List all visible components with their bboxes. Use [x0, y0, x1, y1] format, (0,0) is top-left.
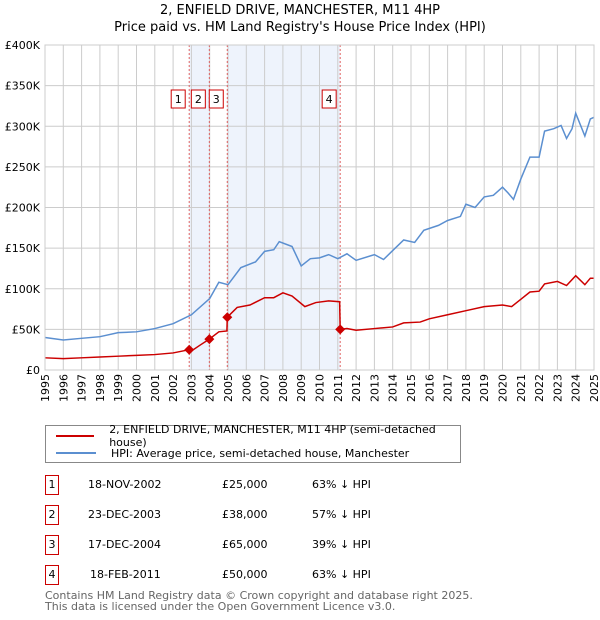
x-tick-label: 2021 [515, 374, 528, 402]
chart-title: 2, ENFIELD DRIVE, MANCHESTER, M11 4HP [159, 3, 440, 18]
sale-marker-badge: 3 [45, 535, 59, 555]
x-tick-label: 2014 [387, 374, 400, 402]
y-tick-label: £250K [5, 161, 41, 174]
x-tick-label: 2010 [314, 374, 327, 402]
sale-date: 18-FEB-2011 [90, 568, 161, 581]
sale-price: £25,000 [222, 478, 268, 491]
sale-price: £50,000 [222, 568, 268, 581]
y-tick-label: £400K [5, 39, 41, 52]
sale-hpi-diff: 39% ↓ HPI [312, 538, 371, 551]
x-tick-label: 2006 [240, 374, 253, 402]
footer: Contains HM Land Registry data © Crown c… [45, 590, 473, 612]
x-tick-label: 2013 [368, 374, 381, 402]
x-tick-label: 1999 [112, 374, 125, 402]
x-tick-label: 2020 [497, 374, 510, 402]
sale-point [184, 344, 195, 355]
sale-hpi-diff: 63% ↓ HPI [312, 568, 371, 581]
sale-marker-badge: 1 [45, 475, 59, 495]
y-tick-label: £0 [26, 364, 40, 377]
legend-label: HPI: Average price, semi-detached house,… [111, 446, 410, 460]
legend-swatch-red [56, 435, 95, 437]
y-tick-label: £350K [5, 80, 41, 93]
x-tick-label: 2022 [533, 374, 546, 402]
sale-marker-box [190, 89, 206, 109]
sale-marker-label: 2 [195, 93, 202, 106]
sale-date: 17-DEC-2004 [88, 538, 162, 551]
x-tick-label: 1996 [57, 374, 70, 402]
x-tick-label: 2009 [295, 374, 308, 402]
x-tick-label: 2002 [167, 374, 180, 402]
x-tick-label: 2019 [478, 374, 491, 402]
sale-marker-box [170, 89, 186, 109]
x-tick-label: 2023 [551, 374, 564, 402]
x-tick-label: 2025 [588, 374, 600, 402]
sale-marker-label: 1 [175, 93, 182, 106]
sale-price: £38,000 [222, 508, 268, 521]
x-tick-label: 2024 [570, 374, 583, 402]
legend-swatch-blue [56, 452, 96, 454]
legend-label: 2, ENFIELD DRIVE, MANCHESTER, M11 4HP (s… [109, 423, 436, 449]
sale-marker-badge: 2 [45, 505, 59, 525]
footer-line: Contains HM Land Registry data © Crown c… [45, 589, 473, 602]
plot-border [44, 44, 595, 371]
sale-row: 1 18-NOV-2002 £25,000 63% ↓ HPI [45, 475, 465, 495]
sale-point [335, 324, 346, 335]
x-tick-label: 2000 [131, 374, 144, 402]
x-tick-label: 2008 [277, 374, 290, 402]
x-tick-label: 2001 [149, 374, 162, 402]
sale-point [204, 334, 215, 345]
y-tick-label: £300K [5, 120, 41, 133]
sale-date: 23-DEC-2003 [88, 508, 162, 521]
legend-item-property: 2, ENFIELD DRIVE, MANCHESTER, M11 4HP (s… [56, 423, 460, 449]
sale-date: 18-NOV-2002 [88, 478, 162, 491]
sale-price: £65,000 [222, 538, 268, 551]
x-tick-label: 2003 [185, 374, 198, 402]
chart-subtitle: Price paid vs. HM Land Registry's House … [114, 20, 486, 35]
series-line [44, 110, 595, 341]
y-tick-label: £50K [12, 323, 41, 336]
x-tick-label: 2005 [222, 374, 235, 402]
sale-marker-label: 3 [213, 93, 220, 106]
sale-marker-label: 4 [326, 93, 333, 106]
x-tick-label: 1997 [76, 374, 89, 402]
x-tick-label: 1995 [39, 374, 52, 402]
sale-row: 2 23-DEC-2003 £38,000 57% ↓ HPI [45, 505, 465, 525]
y-tick-label: £200K [5, 202, 41, 215]
y-tick-label: £150K [5, 242, 41, 255]
x-tick-label: 2012 [350, 374, 363, 402]
footer-line: This data is licensed under the Open Gov… [45, 600, 396, 613]
sale-marker-box [321, 89, 337, 109]
x-tick-label: 2015 [405, 374, 418, 402]
x-tick-label: 2016 [423, 374, 436, 402]
x-tick-label: 2004 [204, 374, 217, 402]
x-tick-label: 2011 [332, 374, 345, 402]
x-tick-label: 2017 [442, 374, 455, 402]
sale-marker-badge: 4 [45, 565, 59, 585]
sale-point [222, 312, 233, 323]
sale-row: 4 18-FEB-2011 £50,000 63% ↓ HPI [45, 565, 465, 585]
sale-hpi-diff: 57% ↓ HPI [312, 508, 371, 521]
sale-row: 3 17-DEC-2004 £65,000 39% ↓ HPI [45, 535, 465, 555]
x-tick-label: 2007 [259, 374, 272, 402]
x-tick-label: 1998 [94, 374, 107, 402]
sale-hpi-diff: 63% ↓ HPI [312, 478, 371, 491]
sale-marker-box [208, 89, 224, 109]
price-chart: 1995 1996 1997 1998 1999 2000 2001 2002 2003 2004… [5, 39, 600, 402]
x-tick-label: 2018 [460, 374, 473, 402]
legend-item-hpi: HPI: Average price, semi-detached house,… [56, 445, 409, 461]
y-tick-label: £100K [5, 283, 41, 296]
legend: 2, ENFIELD DRIVE, MANCHESTER, M11 4HP (s… [45, 423, 461, 463]
